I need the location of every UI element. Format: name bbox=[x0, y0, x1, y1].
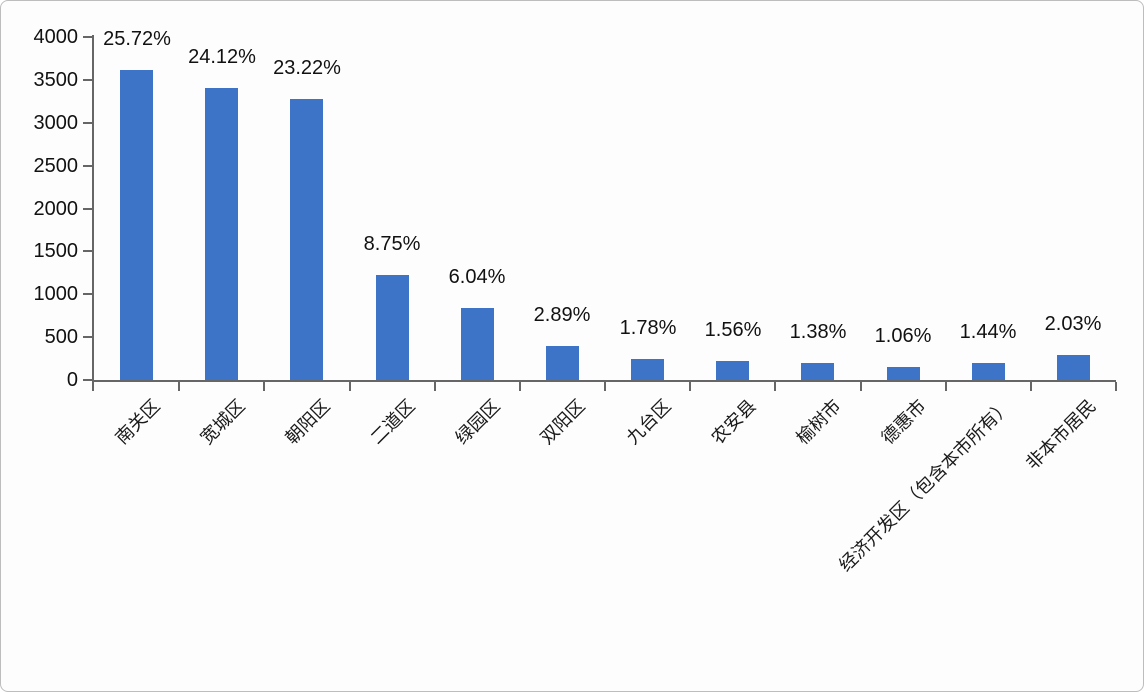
bar-value-label: 25.72% bbox=[103, 28, 171, 50]
x-tick bbox=[859, 382, 862, 391]
x-tick bbox=[433, 382, 436, 391]
bar bbox=[1057, 355, 1090, 380]
x-tick bbox=[263, 382, 266, 391]
bar bbox=[631, 359, 664, 380]
y-axis-tick-label: 2500 bbox=[33, 154, 79, 177]
bar-value-label: 23.22% bbox=[273, 57, 341, 79]
y-tick bbox=[83, 164, 92, 167]
y-tick bbox=[83, 207, 92, 210]
category-label: 绿园区 bbox=[451, 395, 504, 449]
x-tick bbox=[518, 382, 521, 391]
bar bbox=[205, 88, 238, 380]
category-label: 朝阳区 bbox=[281, 395, 334, 449]
y-axis-tick-label: 3500 bbox=[33, 68, 79, 91]
bar bbox=[461, 308, 494, 380]
y-axis-tick-label: 1500 bbox=[33, 240, 79, 263]
category-label: 德惠市 bbox=[877, 395, 930, 449]
x-tick bbox=[1029, 382, 1032, 391]
bar-value-label: 1.78% bbox=[619, 317, 677, 339]
y-axis-tick-label: 0 bbox=[66, 369, 78, 391]
bar bbox=[887, 367, 920, 380]
bar-value-label: 24.12% bbox=[188, 46, 256, 68]
category-label: 农安县 bbox=[707, 395, 760, 449]
bar bbox=[290, 99, 323, 380]
bar bbox=[120, 70, 153, 380]
x-tick bbox=[689, 382, 692, 391]
bar-value-label: 6.04% bbox=[448, 266, 506, 288]
x-tick bbox=[348, 382, 351, 391]
category-label: 二道区 bbox=[366, 395, 419, 449]
category-label: 非本市居民 bbox=[1022, 395, 1100, 474]
bar-value-label: 1.38% bbox=[789, 321, 847, 343]
y-tick bbox=[83, 36, 92, 38]
y-axis-tick-label: 2000 bbox=[33, 197, 79, 220]
bar-value-label: 1.56% bbox=[704, 319, 762, 341]
category-label: 经济开发区（包含本市所有） bbox=[835, 395, 1015, 576]
y-tick bbox=[83, 250, 92, 253]
category-label: 南关区 bbox=[111, 395, 164, 449]
category-label: 榆树市 bbox=[792, 395, 845, 449]
x-tick bbox=[944, 382, 947, 391]
y-tick bbox=[83, 336, 92, 339]
bar-value-label: 8.75% bbox=[363, 233, 421, 255]
category-label: 双阳区 bbox=[536, 395, 589, 449]
y-tick bbox=[83, 121, 92, 124]
category-label: 宽城区 bbox=[196, 395, 249, 449]
category-label: 九台区 bbox=[622, 395, 675, 449]
x-tick bbox=[604, 382, 606, 391]
x-axis-line bbox=[92, 380, 1116, 382]
bar bbox=[801, 363, 834, 380]
y-tick bbox=[83, 293, 92, 296]
y-tick bbox=[83, 379, 92, 381]
bar-value-label: 1.44% bbox=[959, 321, 1017, 343]
y-tick bbox=[83, 78, 92, 81]
y-axis-tick-label: 1000 bbox=[33, 283, 79, 306]
y-axis-line bbox=[92, 35, 94, 391]
x-tick bbox=[1115, 382, 1117, 391]
bar bbox=[716, 361, 749, 380]
x-tick bbox=[774, 382, 777, 391]
y-axis-tick-label: 3000 bbox=[33, 111, 79, 134]
y-axis-tick-label: 4000 bbox=[33, 26, 79, 48]
x-tick bbox=[178, 382, 181, 391]
bar bbox=[376, 275, 409, 380]
bar-value-label: 1.06% bbox=[874, 325, 932, 347]
bar-value-label: 2.03% bbox=[1044, 313, 1102, 335]
bar bbox=[972, 363, 1005, 380]
bar-value-label: 2.89% bbox=[533, 304, 591, 326]
y-axis-tick-label: 500 bbox=[44, 326, 78, 349]
bar bbox=[546, 346, 579, 380]
